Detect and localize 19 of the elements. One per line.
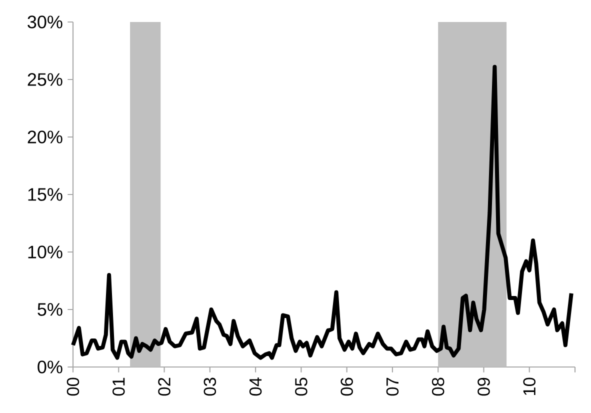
y-tick-label: 5% [38,303,62,316]
x-tick-label: 05 [295,378,308,396]
x-tick-label: 09 [478,378,490,396]
x-tick-label: 08 [432,378,444,396]
y-tick-label: 10% [28,246,62,258]
x-tick-label: 07 [386,378,399,396]
y-tick-label: 0% [38,360,62,374]
x-tick-label: 03 [204,378,216,396]
y-tick-label: 15% [28,188,62,201]
x-tick-label: 02 [158,378,170,396]
x-tick-label: 06 [340,378,353,396]
x-tick-label: 10 [523,378,536,396]
y-tick-label: 25% [28,73,62,86]
x-tick-label: 04 [249,378,262,396]
y-tick-label: 20% [28,130,62,144]
x-tick-label: 01 [112,378,125,396]
line-series [71,64,574,360]
x-tick-label: 00 [66,378,80,396]
y-tick-label: 30% [28,16,62,28]
